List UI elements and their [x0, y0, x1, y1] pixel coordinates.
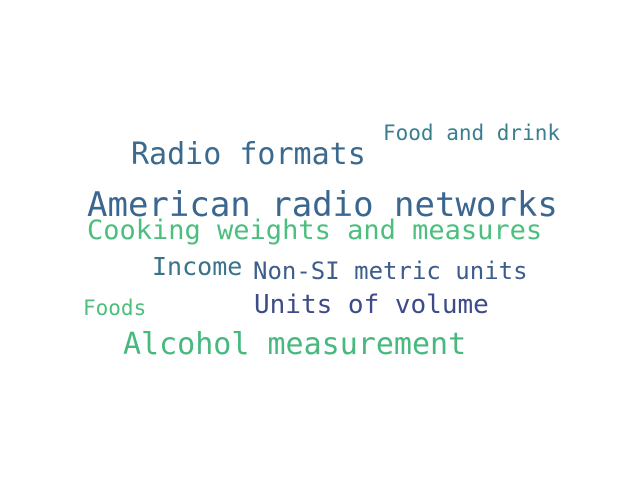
word-income: Income	[152, 252, 243, 281]
word-american-radio-networks: American radio networks	[87, 185, 558, 225]
word-foods: Foods	[83, 296, 147, 320]
word-cooking-weights-and-measures: Cooking weights and measures	[87, 215, 543, 246]
word-radio-formats: Radio formats	[131, 137, 366, 172]
word-food-and-drink: Food and drink	[383, 121, 561, 145]
word-units-of-volume: Units of volume	[254, 290, 489, 320]
word-non-si-metric-units: Non-SI metric units	[253, 257, 528, 285]
word-alcohol-measurement: Alcohol measurement	[123, 327, 467, 362]
